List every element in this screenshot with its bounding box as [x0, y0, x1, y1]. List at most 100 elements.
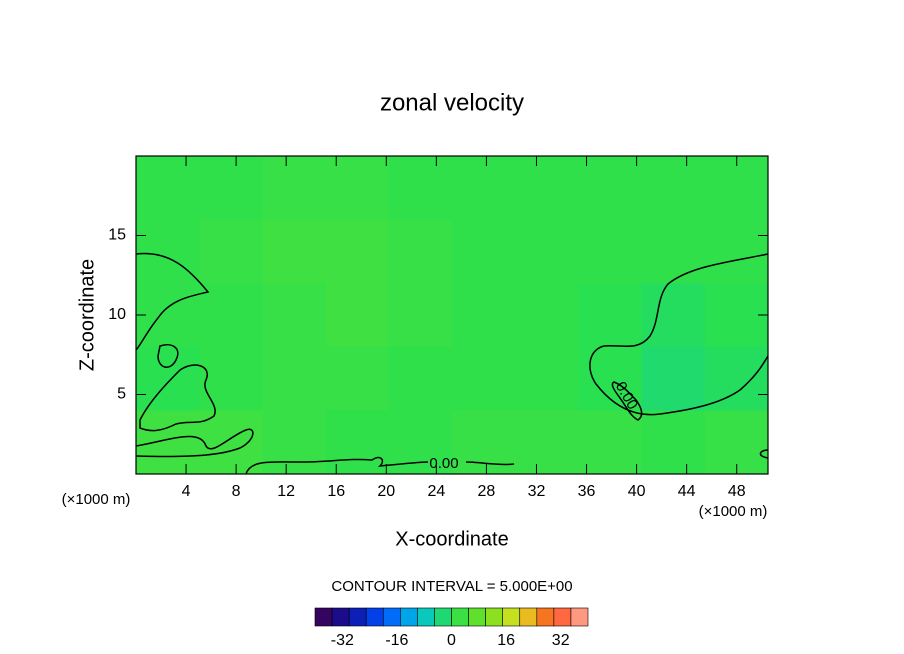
- contour-line: [589, 253, 768, 416]
- field-cell: [136, 346, 200, 411]
- colorbar-segment: [502, 607, 521, 627]
- x-tick-label: 12: [277, 483, 295, 500]
- colorbar-tick-label: 0: [447, 632, 456, 649]
- x-tick-label: 24: [427, 483, 445, 500]
- field-cell: [388, 346, 453, 411]
- field-cell: [641, 283, 706, 348]
- field-cell: [515, 219, 579, 284]
- field-cell: [452, 346, 516, 411]
- x-axis-label: X-coordinate: [395, 528, 508, 550]
- y-axis-label: Z-coordinate: [76, 259, 98, 371]
- field-cell: [325, 156, 390, 221]
- field-cell: [388, 283, 453, 348]
- field-cell: [262, 219, 327, 284]
- field-cell: [641, 346, 706, 411]
- field-cell: [136, 156, 200, 221]
- field-cell: [325, 346, 390, 411]
- x-tick-label: 48: [728, 483, 746, 500]
- field-cell: [641, 156, 706, 221]
- field-cell: [704, 156, 769, 221]
- field-cell: [136, 219, 200, 284]
- y-tick-label: 5: [117, 386, 126, 403]
- field-cell: [578, 283, 643, 348]
- field-cell: [452, 219, 516, 284]
- x-tick-label: 4: [182, 483, 191, 500]
- x-tick-label: 40: [628, 483, 646, 500]
- field-cell: [452, 283, 516, 348]
- colorbar: -32 -16 0 16 32: [314, 607, 589, 649]
- field-cell: [199, 283, 263, 348]
- contour-interval: CONTOUR INTERVAL = 5.000E+00: [331, 578, 572, 595]
- field: [136, 156, 769, 475]
- chart-title: zonal velocity: [380, 89, 524, 116]
- contour-line: [157, 344, 179, 368]
- colorbar-segment: [331, 607, 350, 627]
- colorbar-segment: [400, 607, 418, 627]
- x-tick-label: 44: [678, 483, 696, 500]
- x-tick-label: 28: [478, 483, 496, 500]
- field-cell: [515, 346, 579, 411]
- y-tick-label: 10: [108, 306, 126, 323]
- colorbar-segment: [536, 607, 555, 627]
- field-cell: [262, 346, 327, 411]
- colorbar-segment: [468, 607, 486, 627]
- field-cell: [262, 156, 327, 221]
- field-cell: [325, 283, 390, 348]
- field-cell: [452, 156, 516, 221]
- x-tick-label: 20: [377, 483, 395, 500]
- field-cell: [704, 410, 769, 475]
- field-cell: [199, 410, 263, 475]
- field-cell: [704, 283, 769, 348]
- y-tick-label: 15: [108, 227, 126, 244]
- field-cell: [262, 283, 327, 348]
- field-cell: [136, 283, 200, 348]
- contour-line: [136, 252, 210, 351]
- colorbar-tick-label: -16: [385, 632, 408, 649]
- colorbar-segment: [314, 607, 333, 627]
- field-cell: [388, 156, 453, 221]
- colorbar-segment: [553, 607, 572, 627]
- field-cell: [515, 283, 579, 348]
- x-tick-label: 36: [578, 483, 596, 500]
- field-cell: [578, 410, 643, 475]
- x-tick-label: 16: [327, 483, 345, 500]
- field-cell: [136, 410, 200, 475]
- colorbar-segment: [417, 607, 435, 627]
- field-cell: [515, 410, 579, 475]
- colorbar-segment: [365, 607, 384, 627]
- colorbar-tick-label: -32: [331, 632, 354, 649]
- colorbar-segment: [570, 607, 589, 627]
- contours: 0.00 0.00: [136, 252, 768, 474]
- contour-line: [136, 428, 254, 458]
- colorbar-segment: [382, 607, 401, 627]
- contour-line: [611, 381, 643, 421]
- x-unit: (×1000 m): [699, 503, 768, 520]
- colorbar-tick-label: 16: [497, 632, 515, 649]
- field-cell: [578, 346, 643, 411]
- field-cell: [578, 156, 643, 221]
- field-cell: [515, 156, 579, 221]
- field-cell: [262, 410, 327, 475]
- field-cell: [704, 219, 769, 284]
- field-cell: [199, 156, 263, 221]
- colorbar-segment: [451, 607, 469, 627]
- x-tick-label: 8: [232, 483, 241, 500]
- colorbar-segment: [348, 607, 367, 627]
- field-cell: [325, 410, 390, 475]
- contour-line: [759, 449, 768, 459]
- colorbar-segment: [485, 607, 503, 627]
- field-cell: [388, 219, 453, 284]
- y-unit: (×1000 m): [62, 491, 131, 508]
- field-cell: [704, 346, 769, 411]
- field-cell: [325, 219, 390, 284]
- colorbar-segment: [434, 607, 452, 627]
- contour-line: [245, 456, 515, 474]
- contour-label: 0.00: [429, 455, 458, 472]
- field-cell: [641, 219, 706, 284]
- field-cell: [199, 219, 263, 284]
- field-cell: [641, 410, 706, 475]
- field-cell: [199, 346, 263, 411]
- field-cell: [578, 219, 643, 284]
